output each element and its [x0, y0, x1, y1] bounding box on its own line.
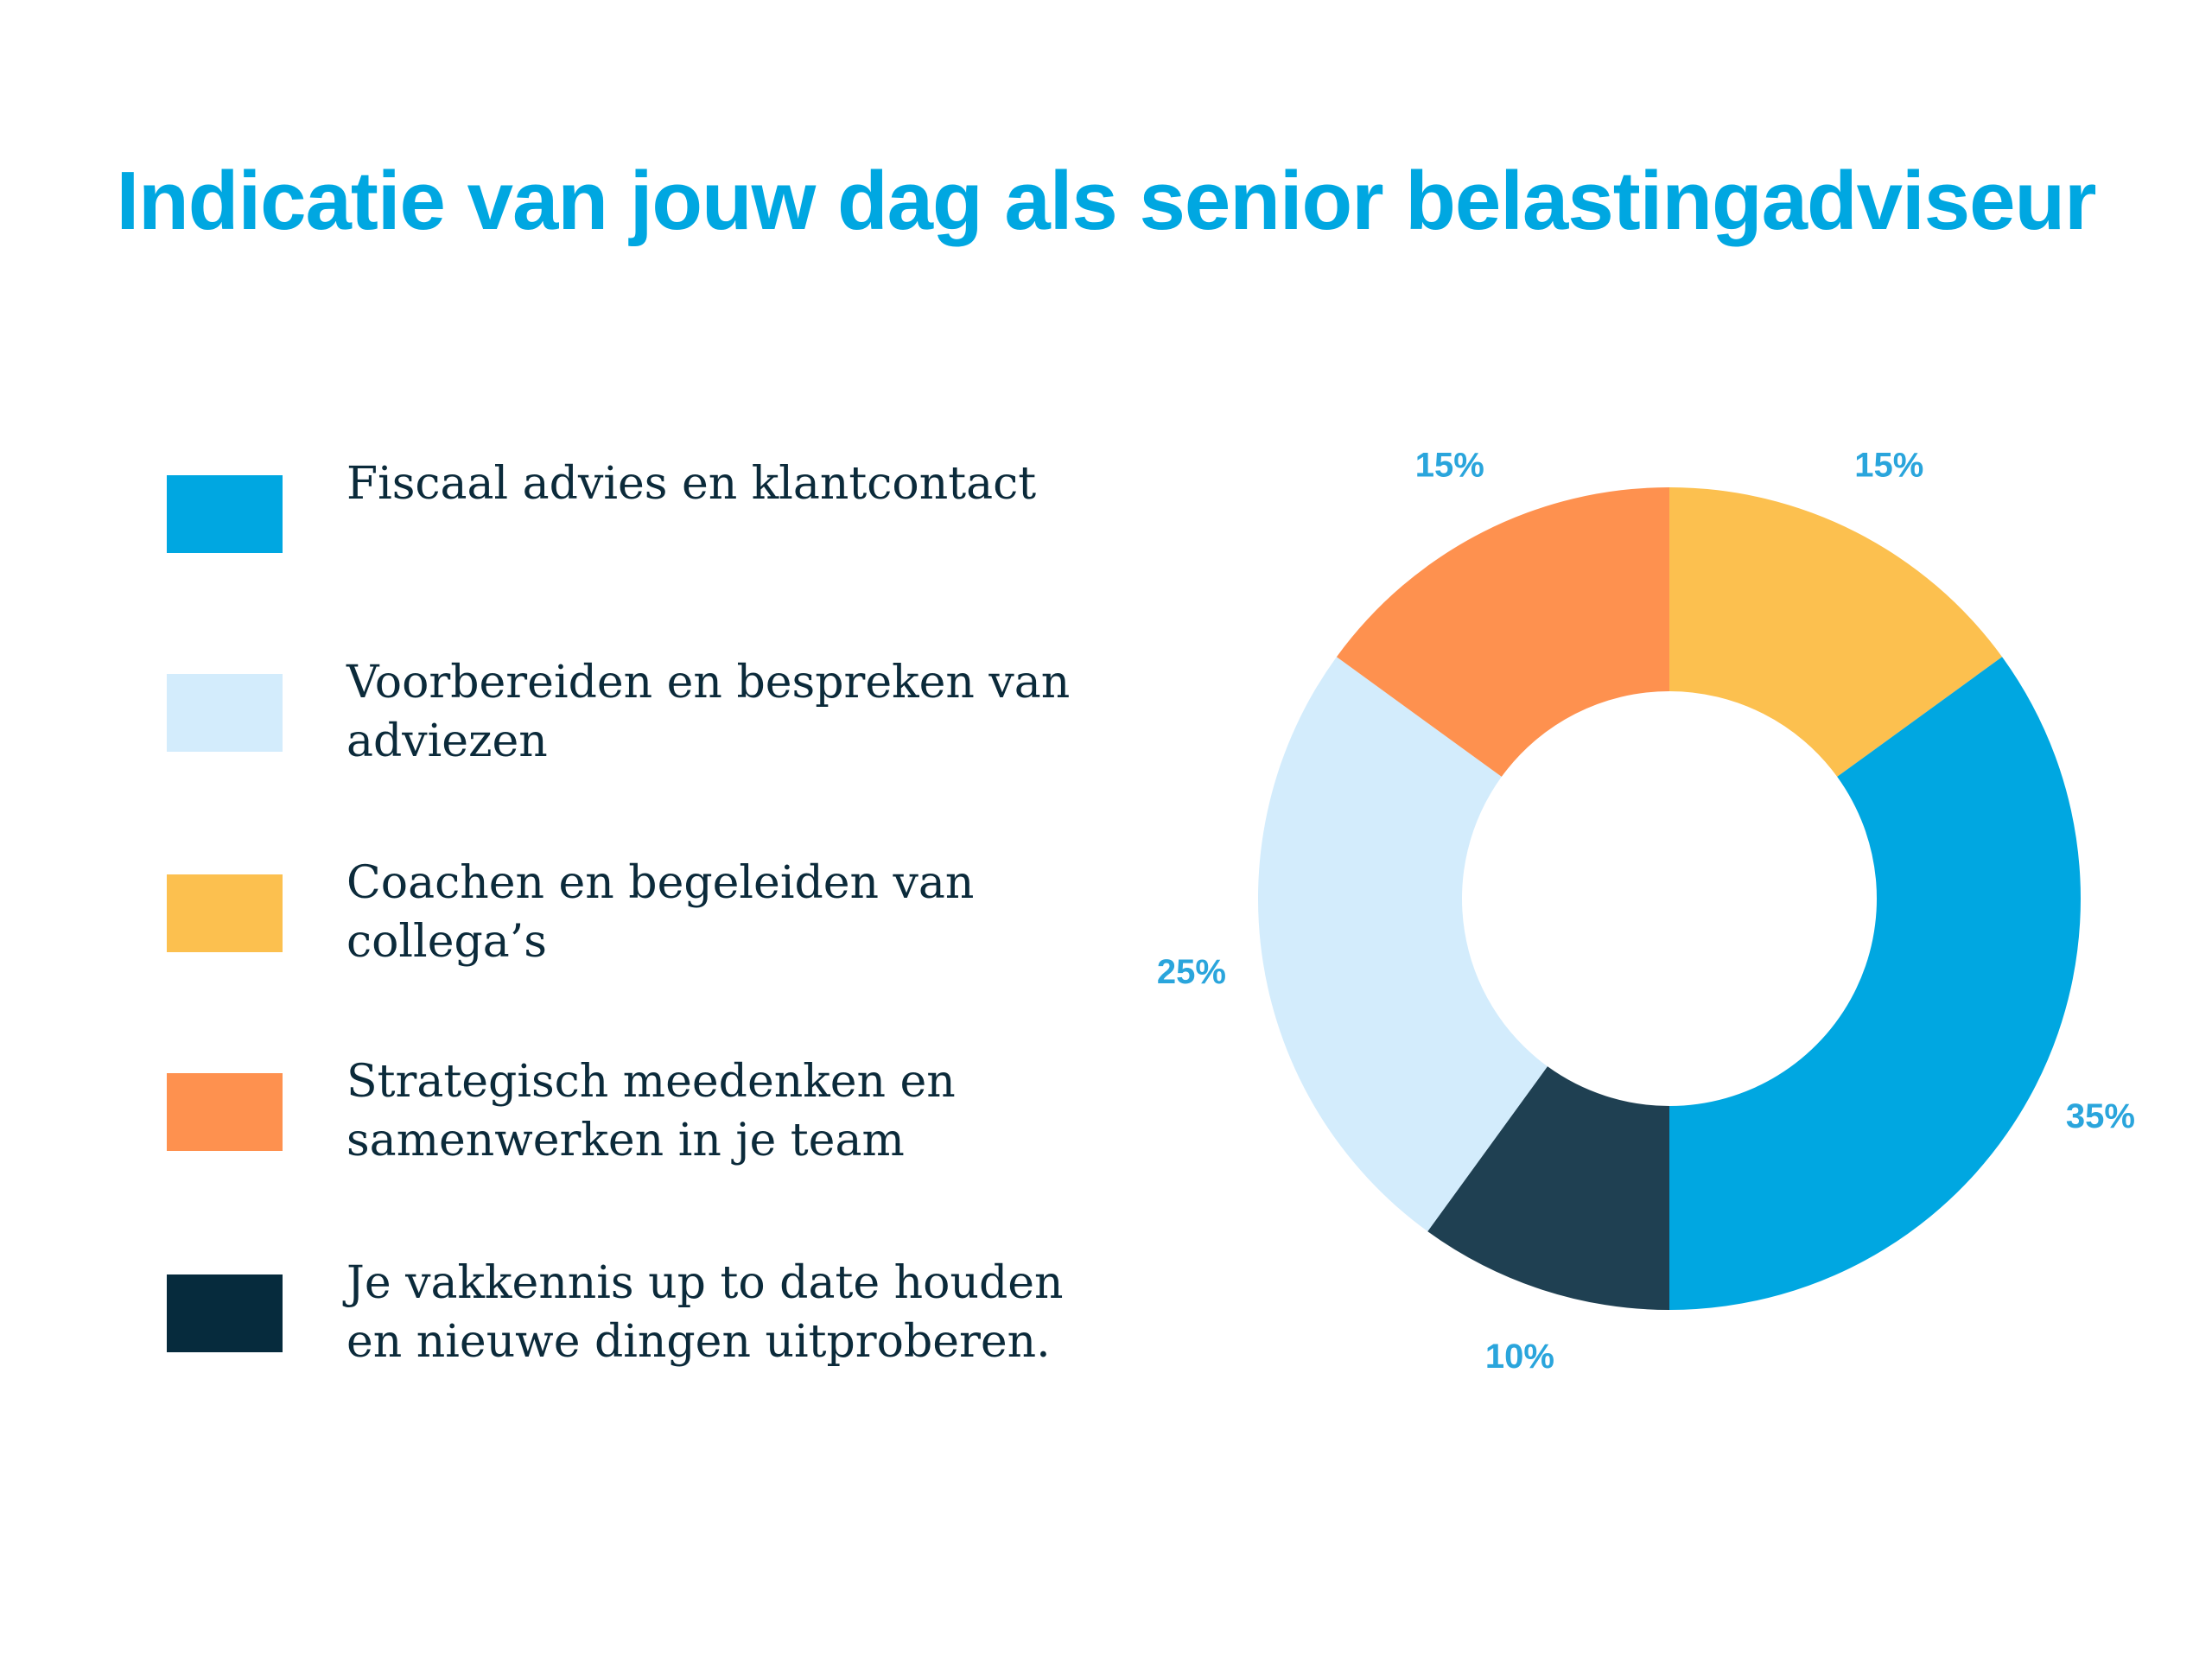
slice-percent-label: 15%: [1415, 447, 1484, 485]
slice-percent-label: 15%: [1854, 447, 1923, 485]
slice-percent-label: 35%: [2066, 1097, 2135, 1135]
donut-slice: [1427, 1066, 1669, 1310]
donut-chart: 15% 35% 10% 25% 15%: [1157, 447, 2135, 1376]
legend-swatch: [167, 1073, 283, 1151]
legend-label: Coachen en begeleiden van collega’s: [346, 857, 975, 968]
legend-label: Je vakkennis up to date houden en nieuwe…: [346, 1257, 1064, 1368]
donut-slice: [1669, 657, 2081, 1310]
legend-swatch: [167, 475, 283, 553]
page-title: Indicatie van jouw dag als senior belast…: [116, 155, 2096, 247]
donut-slice: [1258, 657, 1548, 1232]
slice-percent-label: 25%: [1157, 953, 1226, 991]
legend-swatch: [167, 874, 283, 952]
donut-slice: [1336, 487, 1669, 777]
slice-percent-label: 10%: [1485, 1338, 1554, 1376]
legend-swatch: [167, 674, 283, 752]
legend-swatch: [167, 1274, 283, 1352]
donut-slice: [1669, 487, 2003, 777]
legend-label: Strategisch meedenken en samenwerken in …: [346, 1056, 956, 1166]
legend-label: Voorbereiden en bespreken van adviezen: [346, 657, 1071, 767]
legend: Fiscaal advies en klantcontact Voorberei…: [167, 458, 1071, 1368]
legend-label: Fiscaal advies en klantcontact: [346, 458, 1037, 510]
